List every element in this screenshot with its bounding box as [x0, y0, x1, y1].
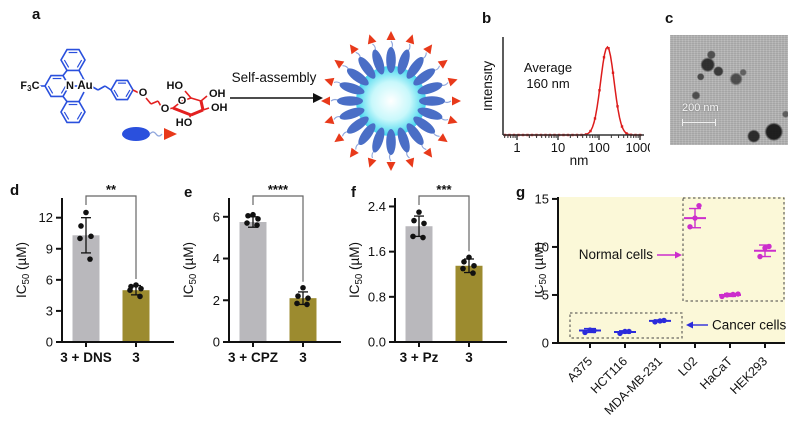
svg-text:IC50 (µM): IC50 (µM) [14, 242, 32, 298]
svg-text:10: 10 [551, 140, 565, 155]
svg-text:Normal cells: Normal cells [579, 247, 654, 262]
ic50-bar-chart-cpz: 0 2 4 6 3 + CPZ 3 IC50 (µM) **** [181, 184, 341, 365]
svg-text:160 nm: 160 nm [526, 76, 569, 91]
panel-label-a: a [32, 6, 41, 23]
svg-text:1000: 1000 [626, 140, 650, 155]
svg-text:3 + Pz: 3 + Pz [400, 350, 439, 365]
svg-text:A375: A375 [565, 354, 596, 385]
svg-text:3: 3 [46, 303, 53, 318]
svg-text:12: 12 [39, 210, 53, 225]
svg-text:0: 0 [213, 335, 220, 350]
tem-scale-label: 200 nm [682, 102, 719, 114]
svg-text:2: 2 [213, 293, 220, 308]
svg-text:15: 15 [535, 191, 549, 206]
svg-text:10: 10 [535, 239, 549, 254]
svg-text:0.0: 0.0 [368, 335, 386, 350]
tem-image: 200 nm [670, 35, 788, 145]
svg-text:O: O [178, 95, 187, 107]
svg-text:5: 5 [542, 287, 549, 302]
panel-label-c: c [665, 10, 674, 27]
svg-text:6: 6 [46, 272, 53, 287]
svg-text:3: 3 [465, 350, 473, 365]
svg-text:L02: L02 [675, 354, 700, 379]
micelle-illustration [321, 31, 461, 171]
svg-text:9: 9 [46, 241, 53, 256]
amphiphile-legend-icon [122, 127, 177, 141]
panel-label-e: e [184, 184, 193, 201]
svg-text:HO: HO [167, 80, 184, 92]
svg-text:0: 0 [46, 335, 53, 350]
svg-text:Cancer cells: Cancer cells [712, 318, 787, 333]
panel-label-d: d [10, 182, 20, 199]
tem-scale-bar [682, 119, 716, 126]
svg-text:****: **** [268, 184, 289, 197]
svg-text:Au: Au [77, 80, 92, 92]
svg-text:IC50 (µM): IC50 (µM) [347, 242, 365, 298]
svg-text:4: 4 [213, 251, 220, 266]
svg-text:6: 6 [213, 209, 220, 224]
svg-text:2.4: 2.4 [368, 199, 386, 214]
self-assembly-label: Self-assembly [231, 70, 317, 85]
svg-text:3 + CPZ: 3 + CPZ [228, 350, 278, 365]
ic50-bar-chart-dns: 0 3 6 9 12 3 + DNS 3 IC50 (µM) ** [14, 184, 174, 365]
svg-text:***: *** [436, 184, 452, 197]
svg-text:**: ** [106, 184, 117, 197]
svg-text:HEK293: HEK293 [727, 354, 770, 397]
panel-label-g: g [516, 184, 526, 201]
svg-text:1.6: 1.6 [368, 244, 386, 259]
svg-text:IC50 (µM): IC50 (µM) [181, 242, 199, 298]
svg-text:1: 1 [513, 140, 520, 155]
svg-text:Intensity: Intensity [484, 61, 495, 112]
svg-text:N: N [66, 80, 74, 92]
svg-text:3: 3 [299, 350, 307, 365]
svg-text:100: 100 [588, 140, 610, 155]
panel-label-f: f [351, 184, 356, 201]
svg-text:0: 0 [542, 336, 549, 351]
svg-text:Average: Average [524, 60, 572, 75]
svg-text:F3C: F3C [20, 80, 39, 93]
svg-text:0.8: 0.8 [368, 289, 386, 304]
svg-text:O: O [139, 87, 148, 99]
svg-text:HO: HO [176, 117, 193, 129]
svg-text:O: O [161, 103, 170, 115]
panel-label-b: b [482, 10, 492, 27]
svg-text:3 + DNS: 3 + DNS [60, 350, 111, 365]
self-assembly-arrow [230, 93, 323, 103]
svg-text:3: 3 [132, 350, 140, 365]
svg-text:OH: OH [211, 102, 228, 114]
svg-text:OH: OH [209, 88, 226, 100]
svg-text:nm: nm [570, 153, 589, 168]
svg-text:IC50 (µM): IC50 (µM) [535, 242, 549, 298]
ic50-bar-chart-pz: 0.0 0.8 1.6 2.4 3 + Pz 3 IC50 (µM) *** [347, 184, 507, 365]
